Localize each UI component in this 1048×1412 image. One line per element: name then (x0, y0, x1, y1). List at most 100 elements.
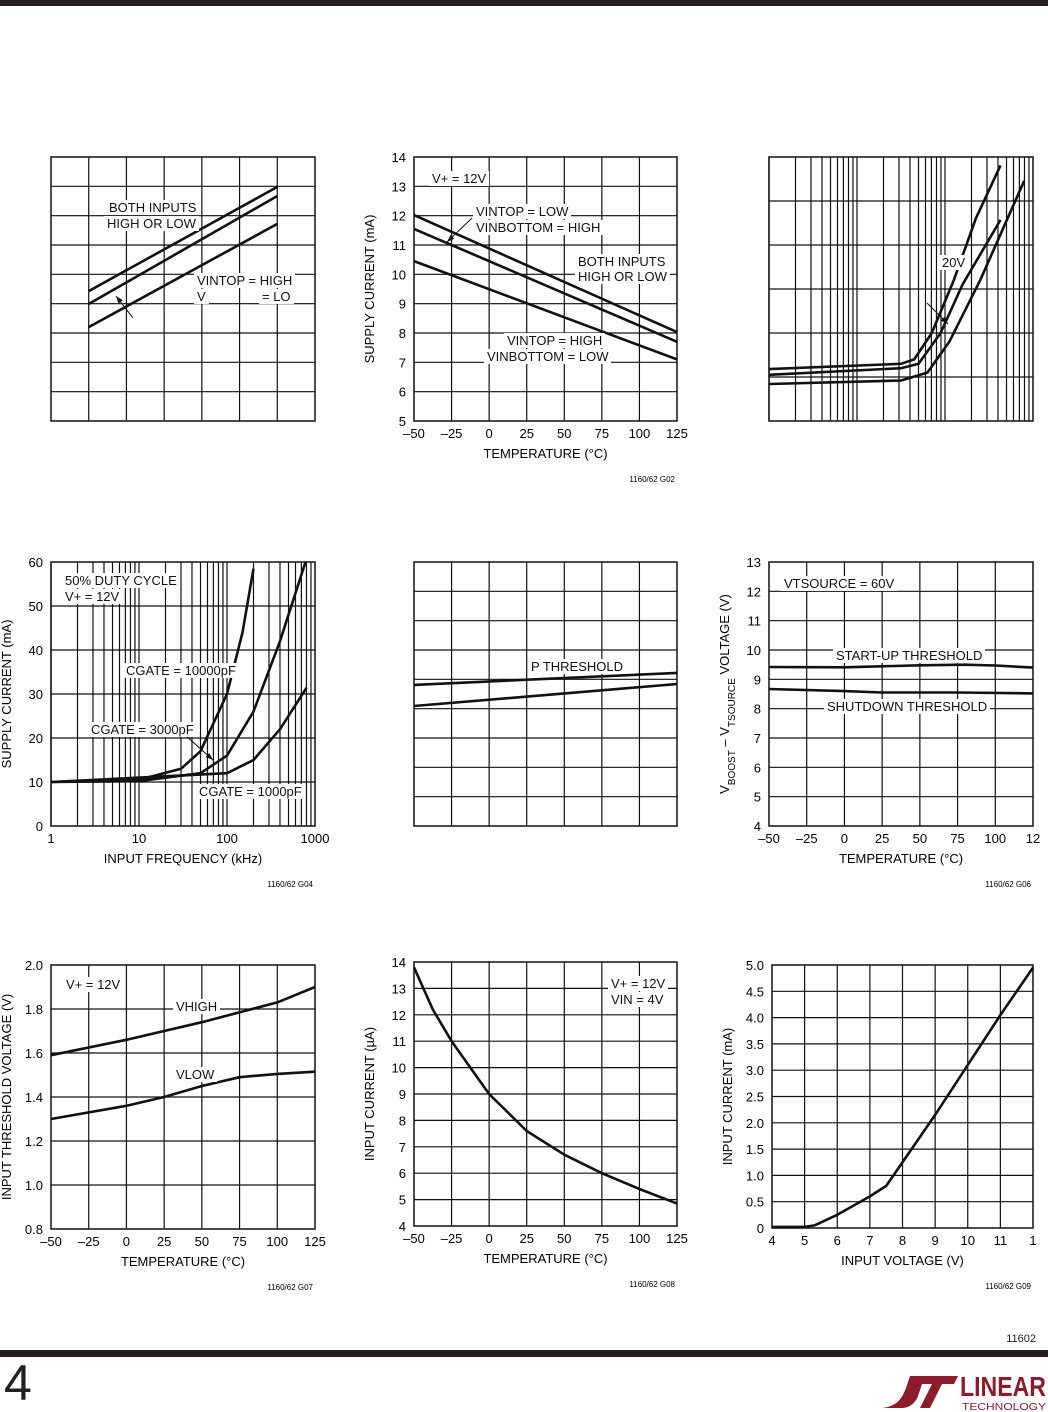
annotation-label: VHIGH (173, 999, 221, 1014)
x-tick-label: –50 (40, 1234, 62, 1249)
series-line (768, 219, 1002, 377)
annotation-label: V+ = 12V (63, 977, 124, 992)
y-tick-label: 9 (399, 297, 406, 312)
y-tick-label: 3.0 (746, 1063, 764, 1078)
x-tick-label: 1 (1029, 1233, 1036, 1248)
annotation-label: CGATE = 10000pF (123, 663, 239, 678)
annotation-label: VIN = 4V (608, 992, 667, 1007)
x-tick-label: 1000 (301, 831, 330, 846)
annotation-label: CGATE = 1000pF (196, 784, 305, 799)
arrowhead-icon (940, 316, 948, 324)
y-tick-label: 7 (399, 355, 406, 370)
series-line (413, 227, 678, 343)
y-tick-label: 8 (399, 1113, 406, 1128)
graph-code: 1160/62 G02 (629, 475, 675, 484)
graph-code: 1160/62 G06 (985, 880, 1031, 889)
y-tick-label: 1.4 (25, 1090, 43, 1105)
series-line (768, 663, 1034, 669)
logo-text: LINEAR (960, 1371, 1046, 1402)
y-tick-label: 5 (754, 790, 761, 805)
x-tick-label: –25 (441, 1231, 463, 1246)
chart-G09: 4 5 6 7 8 9 10 11 100.51.01.52.02.53.03.54.04.55… (720, 958, 1037, 1291)
x-tick-label: 25 (157, 1234, 171, 1249)
x-tick-label: 75 (232, 1234, 246, 1249)
x-tick-label: –50 (758, 831, 780, 846)
y-tick-label: 6 (399, 1166, 406, 1181)
x-tick-label: 100 (216, 831, 238, 846)
series-line (413, 682, 678, 708)
x-tick-label: –25 (796, 831, 818, 846)
y-tick-label: 1.6 (25, 1046, 43, 1061)
series-line (88, 194, 278, 306)
graph-code: 1160/62 G09 (985, 1282, 1031, 1291)
plot-frame (50, 561, 316, 827)
chart-G08: –50 –25 0 25 50 75 100 125 4 5 6 7 8 9 10 11 12 13 14 TEMPE… (362, 955, 688, 1289)
plot-frame (413, 561, 678, 827)
series-line (413, 259, 678, 361)
y-tick-label: 10 (392, 267, 406, 282)
x-tick-label: 125 (666, 426, 688, 441)
y-tick-label: 1.2 (25, 1134, 43, 1149)
x-tick-label: 50 (195, 1234, 209, 1249)
x-axis-label: TEMPERATURE (°C) (121, 1254, 245, 1269)
x-tick-label: 50 (913, 831, 927, 846)
logo-subtext: TECHNOLOGY (962, 1402, 1046, 1412)
x-tick-label: 8 (899, 1233, 906, 1248)
x-tick-label: 50 (557, 426, 571, 441)
y-tick-label: 60 (29, 555, 43, 570)
y-tick-label: 10 (392, 1061, 406, 1076)
grid (768, 157, 1033, 421)
plot-frame (50, 964, 316, 1230)
y-tick-label: 4.5 (746, 984, 764, 999)
annotation-label: P THRESHOLD (528, 659, 626, 674)
annotation-label: V+ = 12V (429, 171, 490, 186)
x-tick-label: 0 (123, 1234, 130, 1249)
series-line (50, 1070, 316, 1121)
x-tick-label: 75 (595, 1231, 609, 1246)
y-tick-label: 8 (399, 326, 406, 341)
annotation-label: HIGH OR LOW (104, 216, 199, 231)
plot-frame (413, 961, 678, 1227)
graph-code: 1160/62 G04 (267, 880, 313, 889)
plot-frame (50, 156, 316, 422)
linear-technology-logo: LINEAR TECHNOLOGY (882, 1371, 1046, 1412)
y-tick-label: 14 (392, 955, 406, 970)
series-line (412, 966, 678, 1205)
y-tick-label: 12 (747, 584, 761, 599)
y-tick-label: 1.5 (746, 1142, 764, 1157)
y-tick-label: 0.5 (746, 1195, 764, 1210)
y-tick-label: 30 (29, 687, 43, 702)
y-tick-label: 10 (747, 643, 761, 658)
x-tick-label: 1 (47, 831, 54, 846)
x-tick-label: 10 (132, 831, 146, 846)
series-line (413, 671, 678, 687)
x-tick-label: 125 (666, 1231, 688, 1246)
y-axis-label: SUPPLY CURRENT (mA) (0, 620, 14, 769)
y-tick-label: 2.5 (746, 1090, 764, 1105)
x-tick-label: 12 (1026, 831, 1040, 846)
y-tick-label: 2.0 (25, 958, 43, 973)
y-tick-label: 12 (392, 209, 406, 224)
y-tick-label: 5 (399, 414, 406, 429)
x-tick-label: 11 (994, 1233, 1008, 1248)
x-tick-label: 0 (486, 426, 493, 441)
y-tick-label: 0.8 (25, 1222, 43, 1237)
y-tick-label: 4.0 (746, 1011, 764, 1026)
series-line (88, 185, 278, 293)
series-line (413, 213, 678, 334)
annotation-label: V (194, 289, 209, 304)
x-axis-label: TEMPERATURE (°C) (483, 1251, 607, 1266)
y-tick-label: 4 (399, 1219, 406, 1234)
y-tick-label: 5.0 (746, 958, 764, 973)
grid (414, 157, 677, 421)
annotation-label: VINBOTTOM = LOW (484, 349, 612, 364)
y-tick-label: 40 (29, 643, 43, 658)
x-tick-label: 50 (557, 1231, 571, 1246)
annotation-label: = LO (259, 289, 294, 304)
y-tick-label: 7 (754, 731, 761, 746)
annotation-label: START-UP THRESHOLD (833, 648, 986, 663)
x-tick-label: 25 (875, 831, 889, 846)
plot-frame (771, 964, 1034, 1229)
grid (769, 562, 1033, 826)
